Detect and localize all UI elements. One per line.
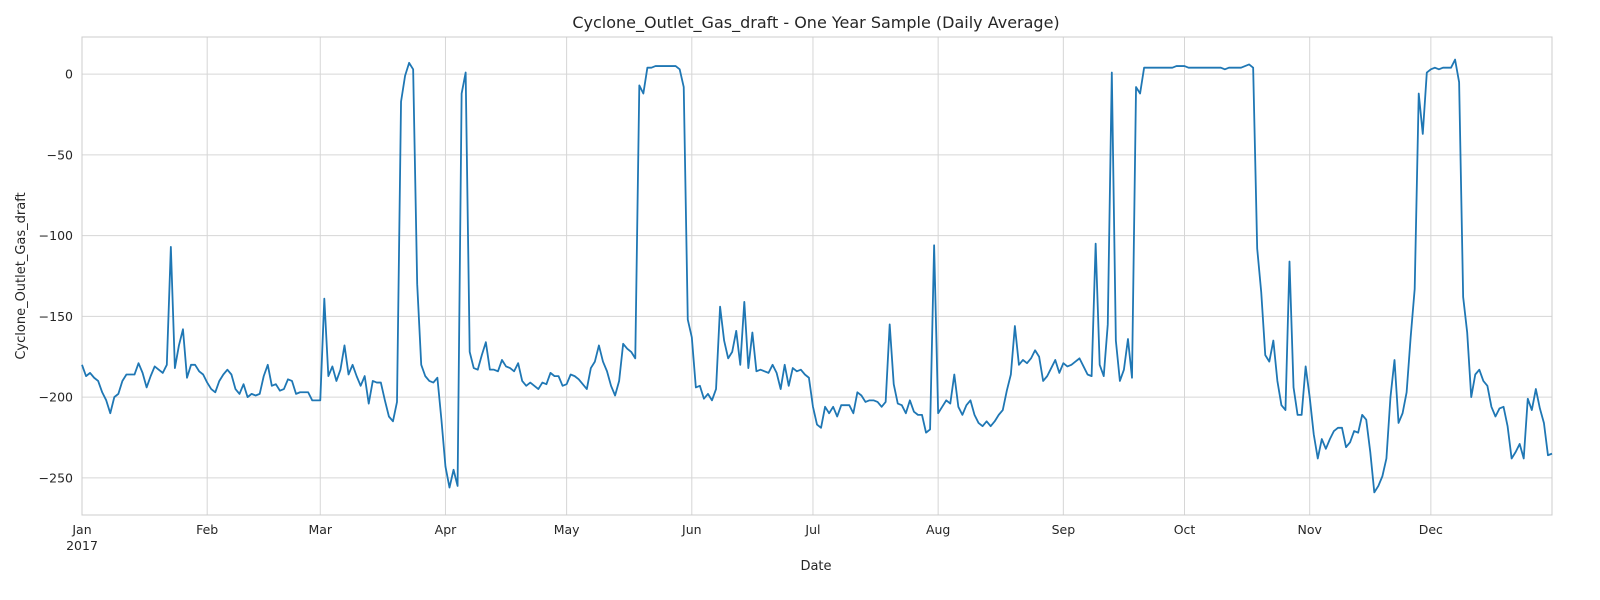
x-tick-label: Oct (1174, 522, 1196, 537)
y-tick-label: −100 (39, 228, 73, 243)
y-tick-label: 0 (65, 67, 73, 82)
x-tick-label: Jul (804, 522, 820, 537)
y-axis-label: Cyclone_Outlet_Gas_draft (14, 192, 29, 359)
grid-lines (81, 37, 1552, 515)
y-tick-label: −150 (39, 309, 73, 324)
series-line (81, 58, 1553, 494)
y-tick-label: −200 (39, 390, 73, 405)
x-tick-label: Nov (1297, 522, 1322, 537)
x-tick-label: Aug (926, 522, 950, 537)
chart-title: Cyclone_Outlet_Gas_draft - One Year Samp… (572, 13, 1059, 33)
plot-frame (81, 36, 1553, 516)
x-axis-label: Date (800, 559, 831, 574)
x-tick-label: May (554, 522, 580, 537)
x-tick-label: Dec (1419, 522, 1443, 537)
y-tick-label: −250 (39, 470, 73, 485)
x-tick-label: Jan (71, 522, 91, 537)
x-tick-sublabel: 2017 (66, 538, 98, 553)
x-tick-label: Apr (435, 522, 457, 537)
y-tick-label: −50 (47, 147, 73, 162)
x-tick-label: Sep (1052, 522, 1076, 537)
x-tick-label: Jun (681, 522, 702, 537)
x-tick-label: Mar (308, 522, 332, 537)
x-tick-label: Feb (196, 522, 218, 537)
